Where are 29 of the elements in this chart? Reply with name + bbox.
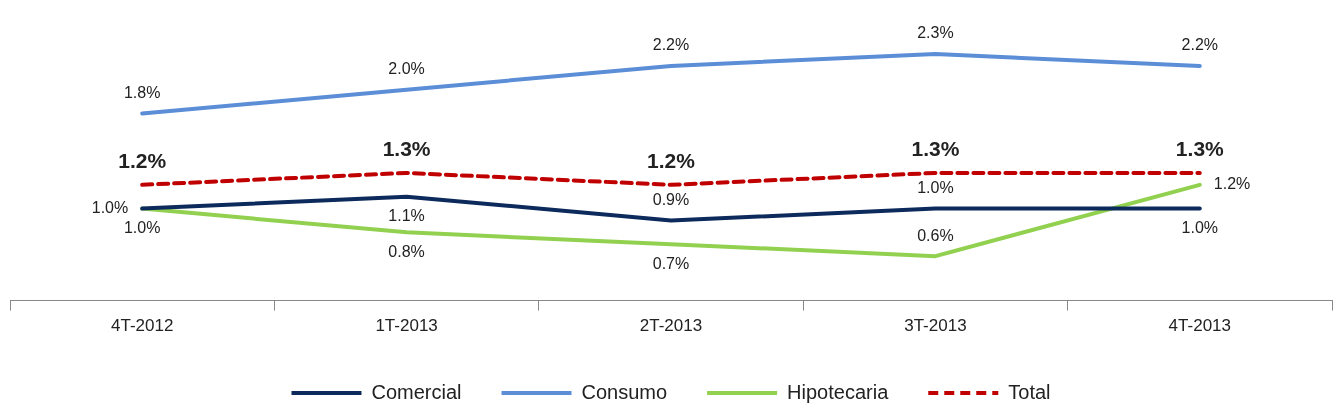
- x-tick-label: 4T-2013: [1168, 316, 1231, 336]
- legend-label: Hipotecaria: [787, 380, 890, 403]
- data-label: 1.3%: [1175, 137, 1225, 161]
- data-label: 2.2%: [652, 36, 690, 54]
- data-label: 2.2%: [1181, 36, 1219, 54]
- data-label: 2.3%: [917, 24, 954, 42]
- data-label: 1.0%: [91, 198, 129, 216]
- data-label: 1.0%: [917, 178, 954, 196]
- legend-label: Consumo: [581, 380, 668, 403]
- data-label: 1.0%: [123, 218, 161, 236]
- data-label: 1.3%: [382, 137, 431, 161]
- data-label: 1.2%: [1213, 175, 1251, 193]
- data-label: 1.2%: [118, 149, 167, 173]
- data-label: 0.7%: [652, 254, 690, 272]
- data-label: 1.8%: [123, 83, 161, 101]
- data-label: 1.3%: [911, 137, 960, 161]
- x-tick-label: 4T-2012: [111, 316, 174, 336]
- data-label: 1.1%: [388, 207, 425, 225]
- data-label: 2.0%: [388, 60, 425, 78]
- data-label: 1.2%: [647, 149, 696, 173]
- x-tick-label: 1T-2013: [375, 316, 438, 336]
- x-tick-label: 2T-2013: [639, 316, 703, 336]
- legend-label: Total: [1008, 380, 1051, 403]
- data-label: 1.0%: [1181, 218, 1219, 236]
- x-tick-label: 3T-2013: [904, 316, 967, 336]
- data-label: 0.8%: [388, 242, 425, 260]
- data-label: 0.6%: [917, 226, 954, 244]
- data-label: 0.9%: [652, 190, 690, 208]
- legend-label: Comercial: [371, 380, 462, 403]
